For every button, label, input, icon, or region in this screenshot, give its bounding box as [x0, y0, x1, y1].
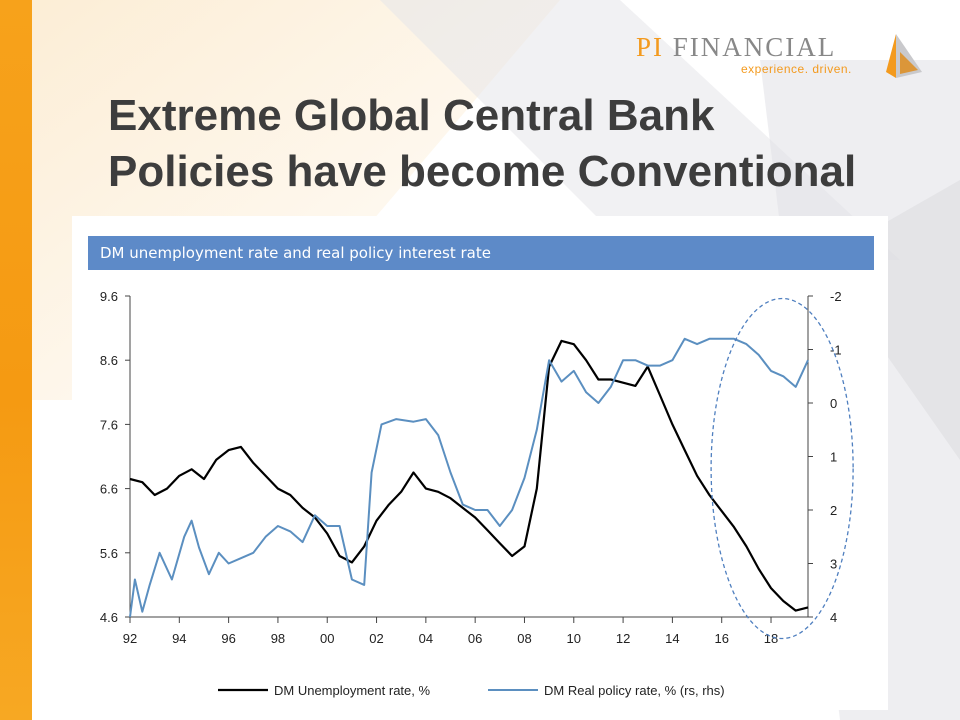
chart-title: DM unemployment rate and real policy int… [100, 244, 491, 262]
logo-wordmark: PI FINANCIAL [636, 32, 836, 63]
chart-legend: DM Unemployment rate, % DM Real policy ra… [218, 683, 725, 698]
x-tick-label: 14 [665, 631, 679, 646]
y-right-tick-label: 3 [830, 557, 837, 572]
y-right-tick-label: 0 [830, 396, 837, 411]
y-right-tick-label: 1 [830, 450, 837, 465]
y-left-tick-label: 9.6 [100, 289, 118, 304]
x-tick-label: 12 [616, 631, 630, 646]
x-tick-label: 96 [221, 631, 235, 646]
legend-label-policy-rate: DM Real policy rate, % (rs, rhs) [544, 683, 725, 698]
x-tick-label: 98 [271, 631, 285, 646]
company-logo: PI FINANCIAL experience. driven. [636, 32, 936, 82]
chart-panel [72, 216, 888, 710]
x-tick-label: 00 [320, 631, 334, 646]
x-tick-label: 04 [419, 631, 433, 646]
y-left-tick-label: 4.6 [100, 610, 118, 625]
x-tick-label: 16 [714, 631, 728, 646]
slide-title-line2: Policies have become Conventional [108, 147, 857, 196]
x-tick-label: 08 [517, 631, 531, 646]
chart-highlight [710, 297, 854, 640]
y-left-tick-label: 7.6 [100, 417, 118, 432]
left-accent-bar [0, 0, 32, 720]
logo-tagline: experience. driven. [741, 62, 852, 76]
unemployment-rate-line [129, 339, 809, 612]
x-tick-label: 10 [567, 631, 581, 646]
logo-sail-icon [886, 34, 922, 78]
y-left-tick-label: 5.6 [100, 546, 118, 561]
y-left-tick-label: 8.6 [100, 353, 118, 368]
y-right-tick-label: 2 [830, 503, 837, 518]
y-left-tick-label: 6.6 [100, 482, 118, 497]
y-right-tick-label: 4 [830, 610, 837, 625]
logo-pi: PI [636, 32, 665, 62]
chart-title-bar: DM unemployment rate and real policy int… [88, 236, 874, 270]
highlight-ellipse [710, 297, 854, 640]
x-tick-label: 94 [172, 631, 186, 646]
x-tick-label: 06 [468, 631, 482, 646]
logo-financial: FINANCIAL [672, 32, 837, 62]
chart-series [129, 337, 809, 618]
slide-title: Extreme Global Central Bank Policies hav… [108, 88, 948, 200]
y-right-tick-label: -1 [830, 343, 842, 358]
slide-title-line1: Extreme Global Central Bank [108, 91, 715, 140]
y-right-tick-label: -2 [830, 289, 842, 304]
x-tick-label: 02 [369, 631, 383, 646]
real-policy-rate-line [129, 337, 809, 618]
legend-label-unemployment: DM Unemployment rate, % [274, 683, 430, 698]
x-tick-label: 92 [123, 631, 137, 646]
